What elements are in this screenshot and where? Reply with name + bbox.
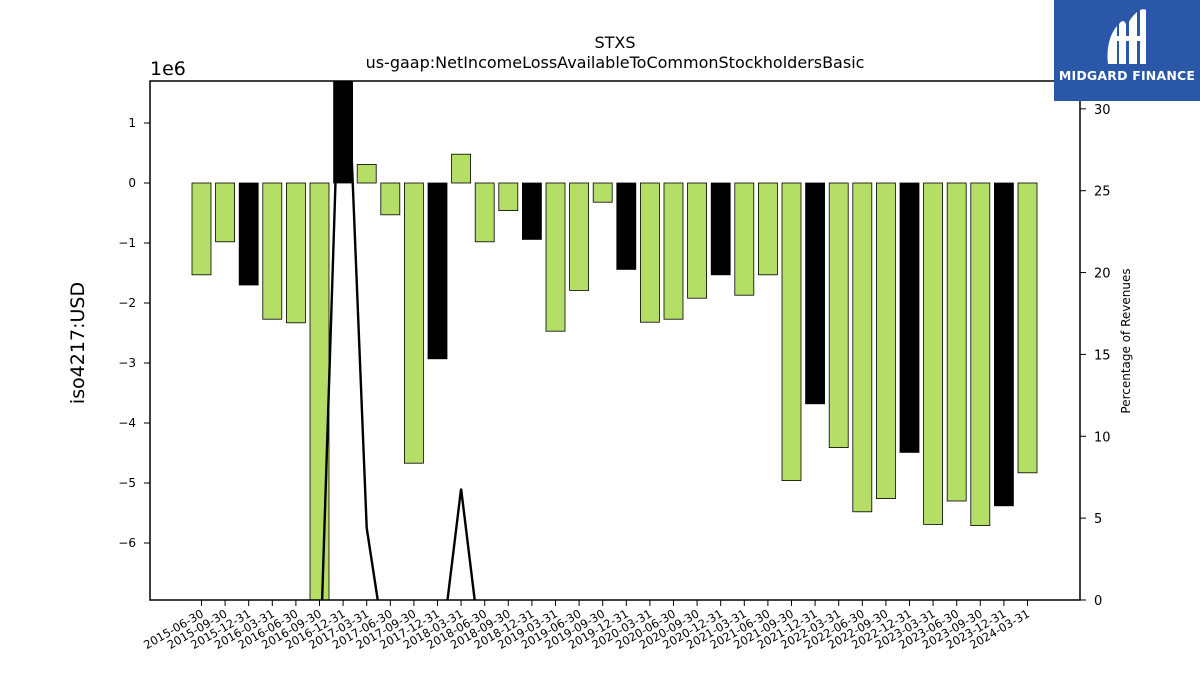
brand-logo: MIDGARD FINANCE <box>1054 0 1200 101</box>
bar-2015-12-31 <box>238 182 259 286</box>
y-tick-label: 1 <box>128 116 136 130</box>
bar-2016-03-31 <box>262 182 283 320</box>
bar-2021-03-31 <box>734 182 755 296</box>
bar-2020-06-30 <box>663 182 684 320</box>
bar-2022-09-30 <box>876 182 896 500</box>
plot-frame <box>149 80 1081 601</box>
y-tick-label: −5 <box>118 476 136 490</box>
bar-2019-12-31 <box>616 182 637 270</box>
bar-2019-09-30 <box>592 182 613 203</box>
bar-2017-12-31 <box>427 182 448 360</box>
bar-2022-03-31 <box>828 182 849 449</box>
bar-2024-03-31 <box>1017 182 1038 474</box>
bar-2020-12-31 <box>710 182 731 276</box>
y2-axis-label: Percentage of Revenues <box>1119 268 1133 413</box>
y2-tick-label: 20 <box>1094 267 1111 282</box>
y-tick-label: 0 <box>128 176 136 190</box>
y2-tick-label: 0 <box>1094 594 1102 609</box>
bar-2023-09-30 <box>970 182 991 527</box>
y-tick-label: −1 <box>118 236 136 250</box>
y2-tick-label: 15 <box>1094 348 1111 363</box>
bars-layer <box>191 81 1038 600</box>
axes-layer: −6−5−4−3−2−1010510152025302015-06-302015… <box>118 80 1111 652</box>
bar-2016-09-30 <box>309 182 330 600</box>
y-tick-label: −4 <box>118 416 136 430</box>
line-layer <box>320 81 476 600</box>
bar-2015-06-30 <box>191 182 212 276</box>
y2-tick-label: 30 <box>1094 103 1111 118</box>
bar-2015-09-30 <box>215 182 236 243</box>
bar-2018-09-30 <box>498 182 519 212</box>
bar-2023-12-31 <box>994 182 1014 507</box>
bar-2021-12-31 <box>805 182 825 405</box>
chart-title: STXS <box>594 33 635 52</box>
revenue-pct-line-segment-1 <box>446 488 476 600</box>
bar-2021-09-30 <box>781 182 802 482</box>
bar-2022-06-30 <box>852 182 873 513</box>
bar-2018-03-31 <box>451 153 472 184</box>
chart-subtitle: us-gaap:NetIncomeLossAvailableToCommonSt… <box>366 53 865 72</box>
bar-2018-12-31 <box>522 182 542 240</box>
y2-tick-label: 5 <box>1094 512 1102 527</box>
y-tick-label: −3 <box>118 356 136 370</box>
bar-2020-09-30 <box>687 182 707 299</box>
bar-2016-06-30 <box>285 182 306 324</box>
brand-name: MIDGARD FINANCE <box>1058 68 1196 83</box>
bar-2019-03-31 <box>545 182 566 332</box>
bar-2019-06-30 <box>569 182 589 291</box>
y-tick-label: −6 <box>118 536 136 550</box>
revenue-pct-line-segment-0 <box>320 81 379 600</box>
bar-2023-06-30 <box>946 182 967 502</box>
y-tick-label: −2 <box>118 296 136 310</box>
bar-2017-09-30 <box>403 182 424 464</box>
y-scale-label: 1e6 <box>150 58 186 80</box>
bar-2023-03-31 <box>923 182 943 525</box>
bar-2018-06-30 <box>474 182 495 243</box>
bar-2017-06-30 <box>380 182 401 216</box>
bar-2020-03-31 <box>640 182 660 323</box>
bar-2022-12-31 <box>899 182 920 453</box>
midgard-logo-icon <box>1107 9 1146 64</box>
y2-tick-label: 10 <box>1094 430 1111 445</box>
y2-tick-label: 25 <box>1094 185 1111 200</box>
bar-2021-06-30 <box>758 182 778 276</box>
y-axis-label: iso4217:USD <box>67 282 89 404</box>
bar-2017-03-31 <box>356 163 377 184</box>
